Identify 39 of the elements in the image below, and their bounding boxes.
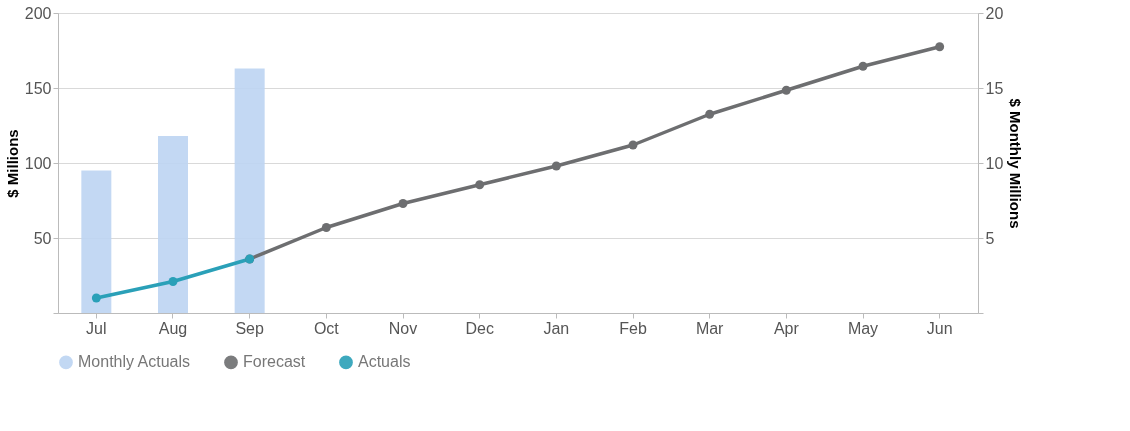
y-tick-label: 150 [24,79,52,97]
y-tick-label: 200 [24,4,52,22]
y-tick-label: 100 [24,154,52,172]
y-axis-title: $ Millions [3,129,21,198]
x-tick-label: Mar [695,319,725,337]
point [705,109,715,119]
point [91,293,101,303]
point [781,85,791,95]
x-tick-label: Apr [773,319,800,337]
y2-tick-label: 5 [985,229,995,247]
point [551,161,561,171]
point [321,223,331,232]
x-tick-label: Jun [926,319,953,337]
y2-tick-label: 20 [985,4,1004,22]
bar [81,170,112,313]
y2-tick-label: 10 [985,154,1004,172]
x-tick-label: Dec [465,319,494,337]
legend-label: Monthly Actuals [78,353,191,371]
x-tick-label: Nov [388,319,418,337]
bar [234,68,265,313]
legend-label: Actuals [358,353,411,371]
legend-label: Forecast [243,353,306,371]
x-tick-label: Sep [235,319,264,337]
point [475,180,485,190]
point [398,199,408,208]
point [858,61,868,71]
y-tick-label: 50 [33,229,52,247]
x-tick-label: Jan [543,319,570,337]
x-tick-label: Feb [619,319,647,337]
x-tick-label: Aug [158,319,188,337]
x-tick-label: Oct [313,319,340,337]
point [935,42,945,52]
point [628,140,638,150]
bar [158,136,188,313]
x-tick-label: Jul [86,319,107,337]
y2-axis-title: $ Monthly Millions [1007,98,1025,229]
point [168,277,178,286]
y2-tick-label: 15 [985,79,1004,97]
x-tick-label: May [847,319,879,337]
